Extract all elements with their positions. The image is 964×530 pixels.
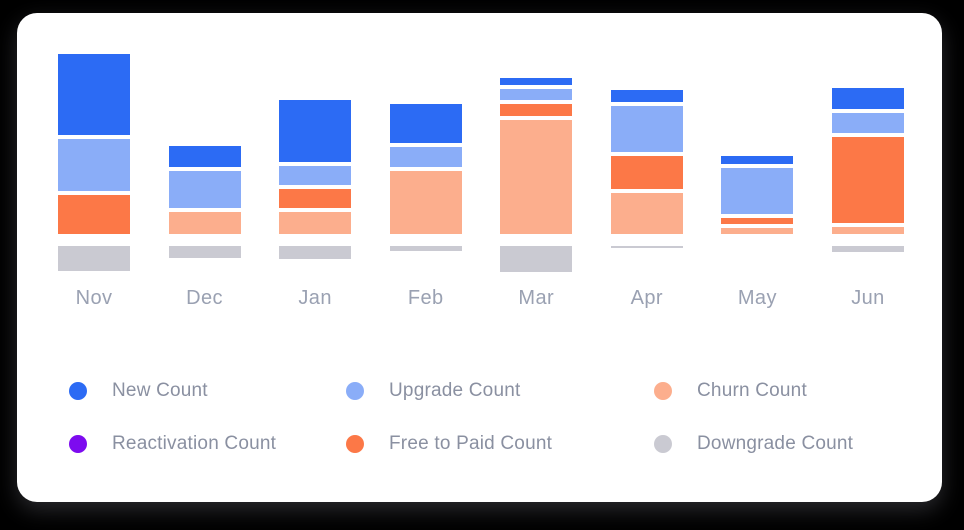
- legend-item-upgrade-count[interactable]: Upgrade Count: [346, 378, 520, 404]
- bar-column-jun: [831, 51, 904, 291]
- bar-segment-free-to-paid-count[interactable]: [500, 104, 573, 116]
- bar-segment-churn-count[interactable]: [500, 120, 573, 234]
- x-axis-label: Apr: [630, 287, 663, 309]
- free-to-paid-count-legend-dot-icon: [346, 435, 364, 453]
- bar-segment-free-to-paid-count[interactable]: [610, 156, 683, 189]
- chart-card: Nov Dec Jan Feb Mar Apr May Jun New Count Upgrad…: [17, 13, 942, 502]
- bar-segment-new-count[interactable]: [831, 88, 904, 109]
- bar-segment-upgrade-count[interactable]: [279, 166, 352, 185]
- positive-stack: [721, 156, 794, 234]
- x-axis-label: Dec: [186, 287, 223, 309]
- bar-segment-new-count[interactable]: [721, 156, 794, 164]
- x-axis-label: Mar: [518, 287, 555, 309]
- bar-column-dec: [168, 51, 241, 291]
- legend-item-downgrade-count[interactable]: Downgrade Count: [654, 431, 853, 457]
- legend-label: New Count: [112, 380, 208, 401]
- bar-segment-new-count[interactable]: [58, 54, 130, 135]
- bar-segment-new-count[interactable]: [610, 90, 683, 102]
- legend-label: Free to Paid Count: [389, 433, 553, 454]
- x-axis-label: May: [737, 287, 777, 309]
- bar-column-feb: [389, 51, 462, 291]
- bar-segment-upgrade-count[interactable]: [168, 171, 241, 208]
- bar-segment-free-to-paid-count[interactable]: [58, 195, 130, 234]
- x-axis-label: Jan: [298, 287, 332, 309]
- legend-label: Upgrade Count: [389, 380, 521, 401]
- bar-segment-free-to-paid-count[interactable]: [831, 137, 904, 223]
- bars-container: [58, 51, 904, 291]
- bar-segment-downgrade-count[interactable]: [279, 246, 352, 259]
- bar-segment-downgrade-count[interactable]: [500, 246, 573, 272]
- bar-column-mar: [500, 51, 573, 291]
- bar-segment-churn-count[interactable]: [168, 212, 241, 234]
- x-axis-label: Feb: [407, 287, 444, 309]
- bar-column-jan: [279, 51, 352, 291]
- bar-segment-churn-count[interactable]: [831, 227, 904, 234]
- bar-segment-upgrade-count[interactable]: [831, 113, 904, 133]
- bar-segment-downgrade-count[interactable]: [168, 246, 241, 258]
- bar-segment-upgrade-count[interactable]: [500, 89, 573, 100]
- downgrade-count-legend-dot-icon: [654, 435, 672, 453]
- legend-item-free-to-paid-count[interactable]: Free to Paid Count: [346, 431, 552, 457]
- bar-segment-downgrade-count[interactable]: [610, 246, 683, 248]
- reactivation-count-legend-dot-icon: [69, 435, 87, 453]
- bar-segment-downgrade-count[interactable]: [389, 246, 462, 251]
- bar-segment-upgrade-count[interactable]: [721, 168, 794, 214]
- legend-label: Churn Count: [697, 380, 807, 401]
- bar-segment-new-count[interactable]: [168, 146, 241, 167]
- bar-segment-churn-count[interactable]: [389, 171, 462, 234]
- positive-stack: [58, 54, 130, 234]
- bar-segment-new-count[interactable]: [500, 78, 573, 85]
- bar-column-nov: [58, 51, 130, 291]
- legend-label: Reactivation Count: [112, 433, 277, 454]
- bar-segment-upgrade-count[interactable]: [58, 139, 130, 191]
- bar-segment-new-count[interactable]: [279, 100, 352, 162]
- positive-stack: [389, 104, 462, 234]
- bar-segment-upgrade-count[interactable]: [389, 147, 462, 167]
- upgrade-count-legend-dot-icon: [346, 382, 364, 400]
- bar-segment-churn-count[interactable]: [610, 193, 683, 234]
- bar-segment-free-to-paid-count[interactable]: [721, 218, 794, 224]
- legend-item-new-count[interactable]: New Count: [69, 378, 208, 404]
- bar-segment-churn-count[interactable]: [279, 212, 352, 234]
- bar-segment-downgrade-count[interactable]: [58, 246, 130, 271]
- bar-column-may: [721, 51, 794, 291]
- x-axis-label: Nov: [75, 287, 113, 309]
- bar-segment-new-count[interactable]: [389, 104, 462, 143]
- x-axis-label: Jun: [851, 287, 885, 309]
- new-count-legend-dot-icon: [69, 382, 87, 400]
- bar-segment-upgrade-count[interactable]: [610, 106, 683, 152]
- legend-label: Downgrade Count: [697, 433, 854, 454]
- positive-stack: [610, 90, 683, 234]
- positive-stack: [168, 146, 241, 234]
- churn-count-legend-dot-icon: [654, 382, 672, 400]
- bar-column-apr: [610, 51, 683, 291]
- x-axis-labels: Nov Dec Jan Feb Mar Apr May Jun: [58, 285, 904, 311]
- legend-item-reactivation-count[interactable]: Reactivation Count: [69, 431, 276, 457]
- legend-item-churn-count[interactable]: Churn Count: [654, 378, 807, 404]
- positive-stack: [831, 88, 904, 234]
- bar-segment-downgrade-count[interactable]: [831, 246, 904, 252]
- positive-stack: [279, 100, 352, 234]
- bar-segment-free-to-paid-count[interactable]: [279, 189, 352, 208]
- bar-segment-churn-count[interactable]: [721, 228, 794, 234]
- positive-stack: [500, 78, 573, 234]
